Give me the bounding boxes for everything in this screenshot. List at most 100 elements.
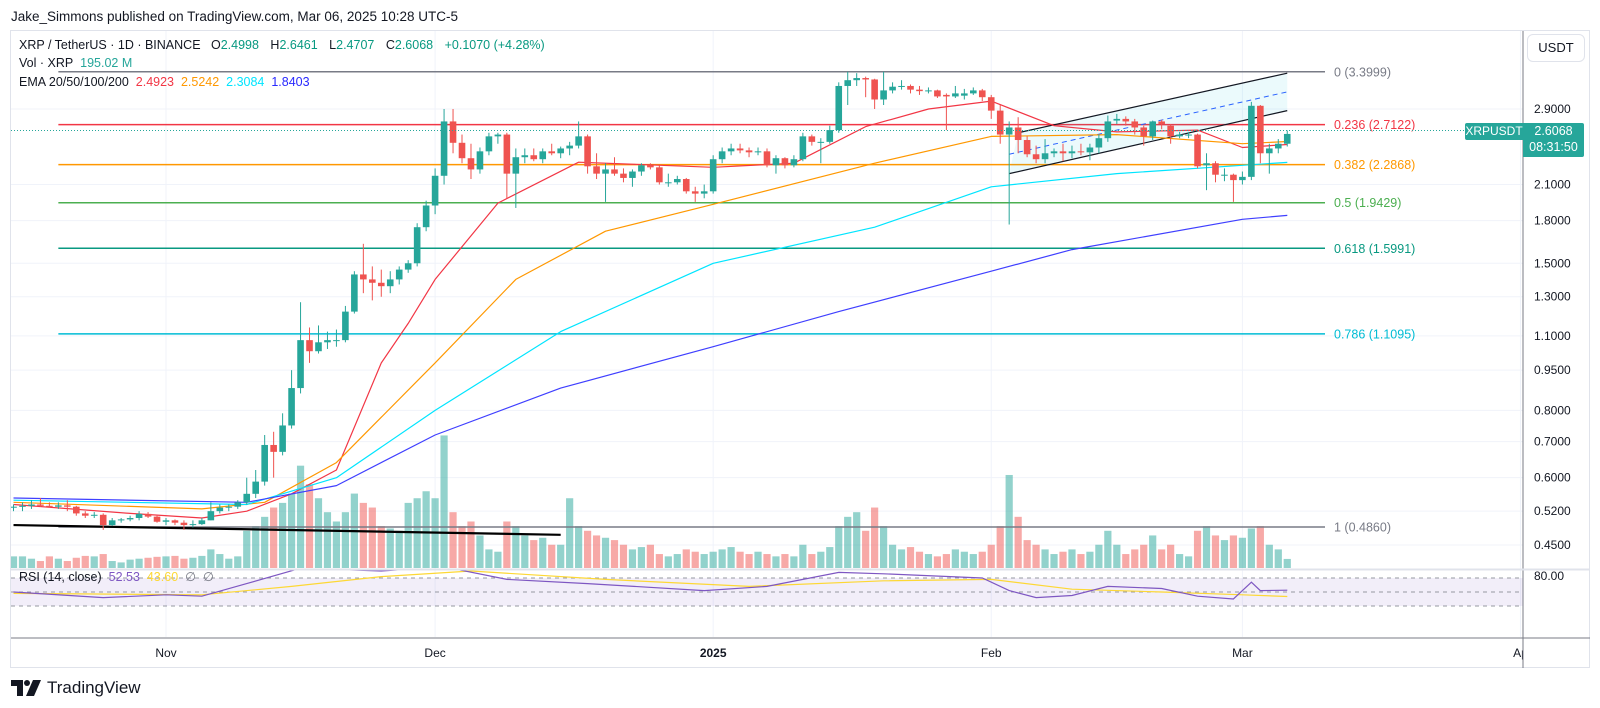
symbol-title[interactable]: XRP / TetherUS · 1D · BINANCE xyxy=(19,38,201,52)
candle-body xyxy=(1104,121,1112,139)
volume-bar xyxy=(404,502,412,568)
volume-legend[interactable]: Vol · XRP 195.02 M xyxy=(19,56,132,70)
channel-upper-line xyxy=(1018,72,1288,134)
volume-bar xyxy=(610,540,619,568)
candle xyxy=(826,125,834,144)
candle xyxy=(476,147,484,174)
rsi-line xyxy=(13,570,1288,600)
candle xyxy=(252,470,259,499)
volume-bar xyxy=(924,554,933,568)
candle xyxy=(171,519,179,526)
candle-body xyxy=(171,520,179,523)
ema50-line xyxy=(13,134,1288,510)
symbol-legend: XRP / TetherUS · 1D · BINANCE O2.4998 H2… xyxy=(19,38,545,52)
channel-middle-line xyxy=(1009,91,1288,155)
candle-body xyxy=(449,121,457,143)
tradingview-logo[interactable]: TradingView xyxy=(11,678,141,698)
candle-body xyxy=(1014,127,1022,141)
volume-bar xyxy=(1122,554,1130,568)
rsi-legend[interactable]: RSI (14, close) 52.53 43.60 ∅ ∅ xyxy=(19,569,214,584)
candle xyxy=(458,134,466,164)
candle-body xyxy=(530,155,538,160)
candle xyxy=(135,511,143,521)
candle-body xyxy=(422,205,430,228)
parallel-channel[interactable] xyxy=(13,72,1288,536)
volume-bar xyxy=(1184,556,1193,568)
candle-body xyxy=(73,506,80,514)
candle-body xyxy=(916,89,923,92)
volume-bar xyxy=(99,554,107,568)
candle xyxy=(1104,115,1112,142)
candle-body xyxy=(162,520,170,522)
candle-body xyxy=(754,151,762,153)
candle xyxy=(225,504,233,512)
candle xyxy=(234,500,242,509)
volume-bar xyxy=(1041,549,1049,568)
volume-bar xyxy=(261,516,269,568)
volume-bar xyxy=(817,551,825,568)
candle xyxy=(1050,148,1058,158)
ema100-line xyxy=(13,161,1288,506)
volume-bar xyxy=(198,555,206,568)
volume-bar xyxy=(557,544,565,568)
volume-bar xyxy=(691,551,699,568)
candle xyxy=(90,512,98,519)
candle-body xyxy=(817,141,825,143)
candle xyxy=(297,302,304,394)
candle-body xyxy=(593,166,600,174)
high-label: H xyxy=(270,38,280,52)
candle xyxy=(557,146,564,159)
time-axis[interactable]: Nov Dec 2025 Feb Mar Ap xyxy=(155,646,1528,660)
volume-bar xyxy=(341,512,349,568)
last-price-label: 2.6068 08:31:50 xyxy=(1523,123,1584,157)
candle xyxy=(925,87,932,94)
volume-bar xyxy=(126,559,134,568)
volume-bar xyxy=(225,558,233,568)
candle xyxy=(333,329,340,347)
candle-body xyxy=(207,511,215,521)
candle xyxy=(198,518,206,526)
candle xyxy=(566,141,573,156)
volume-bar xyxy=(871,507,879,568)
candle xyxy=(351,271,358,314)
time-tick-label: Nov xyxy=(155,646,176,660)
candle xyxy=(108,518,116,527)
volume-bar xyxy=(117,562,125,568)
candle xyxy=(898,80,905,90)
candle-body xyxy=(99,514,107,526)
candle xyxy=(1032,145,1040,164)
volume-bar xyxy=(90,556,98,568)
candle-body xyxy=(46,505,53,507)
candle xyxy=(449,109,457,154)
fibonacci-retracement[interactable]: 0 (3.3999) 0.236 (2.7122) 0.382 (2.2868) 0.… xyxy=(58,65,1415,534)
candle-body xyxy=(1005,127,1013,135)
volume-bar xyxy=(575,526,583,568)
channel-fill xyxy=(1009,73,1288,174)
candle-body xyxy=(907,85,914,90)
candle xyxy=(512,148,520,208)
currency-button[interactable]: USDT xyxy=(1527,34,1585,62)
volume-bar xyxy=(54,558,62,568)
candle xyxy=(11,504,17,512)
volume-bar xyxy=(709,551,717,568)
ema-legend[interactable]: EMA 20/50/100/200 2.4923 2.5242 2.3084 1… xyxy=(19,75,310,89)
candle xyxy=(1014,117,1022,154)
candle xyxy=(1158,119,1165,130)
candle xyxy=(306,327,313,363)
price-tick-label: 2.1000 xyxy=(1534,178,1571,192)
time-tick-label: Ap xyxy=(1513,646,1528,660)
candle-body xyxy=(189,524,197,526)
volume-bar xyxy=(853,512,861,568)
candle xyxy=(288,370,295,429)
candle xyxy=(315,325,322,354)
volume-bar xyxy=(1095,544,1103,568)
volume-bar xyxy=(27,558,36,568)
candle xyxy=(395,266,403,285)
candle xyxy=(889,82,896,94)
ema200-line xyxy=(13,214,1288,503)
volume-bar xyxy=(108,561,116,568)
candle xyxy=(718,147,726,164)
open-value: 2.4998 xyxy=(220,38,259,52)
volume-bar xyxy=(897,549,906,568)
